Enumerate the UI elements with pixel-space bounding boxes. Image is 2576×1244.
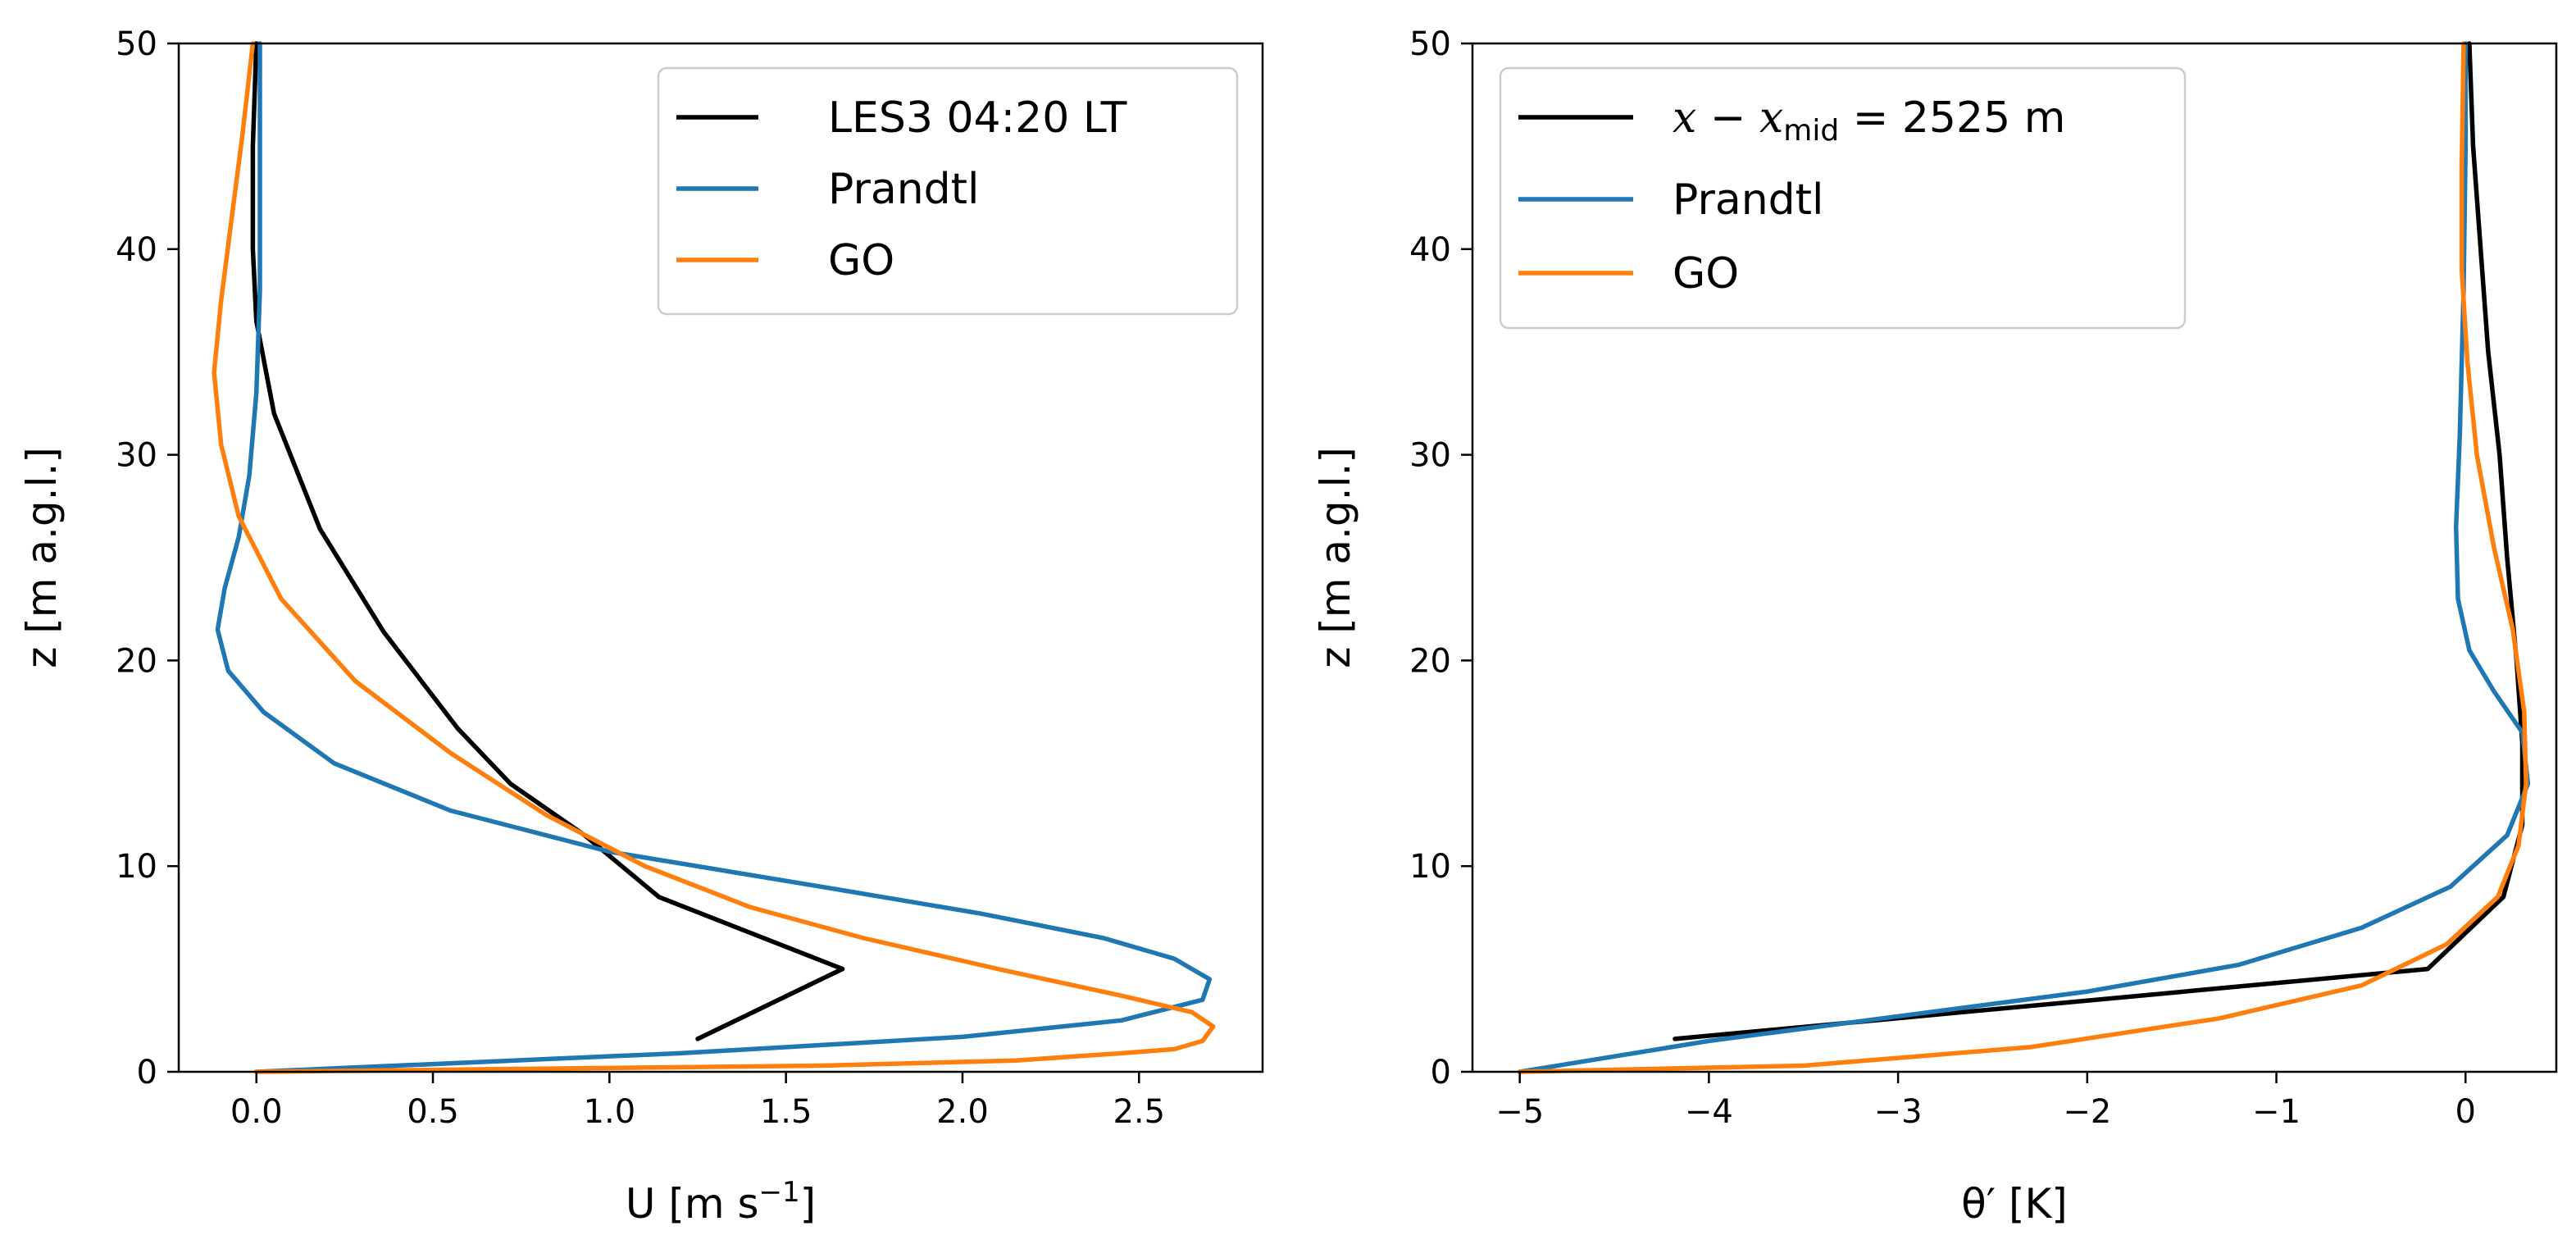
right-y-tick-label-5: 50 [1409,25,1451,63]
left-y-tick-label-3: 30 [116,437,157,475]
left-series-line-go [212,41,1216,1074]
left-series-line-les3 [250,41,845,1041]
left-y-tick-label-4: 40 [116,231,157,269]
right-x-tick-label-4: −1 [2252,1093,2301,1131]
right-legend-label-part-minus: − [1696,93,1759,143]
right-legend-label-part-x: x [1673,93,1696,143]
left-x-axis-label: U [m s−1] [626,1176,816,1228]
left-series-layer [212,41,1216,1074]
right-plot-frame [1471,42,2558,1073]
right-x-tick-label-0: −5 [1495,1093,1544,1131]
left-x-tick-label-5: 2.5 [1113,1093,1165,1131]
left-legend-label-go: GO [828,236,894,285]
right-y-tick-label-3: 30 [1409,437,1451,475]
left-x-tick-label-3: 1.5 [760,1093,812,1131]
right-legend-label-part-x2: x [1759,93,1783,143]
right-legend-label-prandtl: Prandtl [1673,175,1824,225]
right-x-axis-label: θ′ [K] [1961,1180,2068,1228]
right-ticks: −5 −4 −3 −2 −1 0 0 10 20 30 40 50 [1409,25,2476,1131]
left-y-tick-label-1: 10 [116,848,157,886]
right-x-tick-label-5: 0 [2455,1093,2476,1131]
right-legend-label-part-sub: mid [1783,114,1839,148]
left-y-tick-label-5: 50 [116,25,157,63]
right-y-tick-label-1: 10 [1409,848,1451,886]
right-series-line-les3 [1673,41,2525,1041]
left-legend-box [657,66,1239,316]
left-x-axis-label-superscript: −1 [759,1176,800,1209]
right-y-tick-label-2: 20 [1409,642,1451,680]
left-ticks: 0.0 0.5 1.0 1.5 2.0 2.5 0 10 20 30 40 50 [116,25,1165,1131]
right-series-layer [1517,41,2531,1074]
right-x-tick-label-3: −2 [2063,1093,2111,1131]
right-legend-label-les3: x − xmid = 2525 m [1673,93,2065,148]
left-x-tick-label-1: 0.5 [407,1093,459,1131]
left-legend-label-prandtl: Prandtl [828,165,980,214]
right-y-tick-label-4: 40 [1409,231,1451,269]
left-y-axis-label: z [m a.g.l.] [18,447,66,668]
left-y-tick-label-0: 0 [137,1054,157,1091]
right-legend-label-part-rest: = 2525 m [1839,93,2065,143]
right-legend: x − xmid = 2525 m Prandtl GO [1499,66,2187,330]
right-x-tick-label-2: −3 [1874,1093,1923,1131]
left-y-tick-label-2: 20 [116,642,157,680]
right-panel: −5 −4 −3 −2 −1 0 0 10 20 30 40 50 θ′ [K] z [m a.g.l… [1312,25,2558,1228]
right-legend-label-go: GO [1673,249,1739,298]
left-legend: LES3 04:20 LT Prandtl GO [657,66,1239,316]
right-series-line-go [1517,41,2528,1074]
right-y-tick-label-0: 0 [1431,1054,1451,1091]
left-x-tick-label-0: 0.0 [230,1093,283,1131]
left-plot-frame [177,42,1264,1073]
left-x-tick-label-2: 1.0 [584,1093,636,1131]
right-x-tick-label-1: −4 [1685,1093,1733,1131]
right-legend-box [1499,66,2187,330]
left-x-axis-label-end: ] [800,1180,817,1228]
left-x-tick-label-4: 2.0 [936,1093,989,1131]
right-y-axis-label: z [m a.g.l.] [1312,447,1359,668]
left-legend-label-les3: LES3 04:20 LT [828,93,1127,143]
